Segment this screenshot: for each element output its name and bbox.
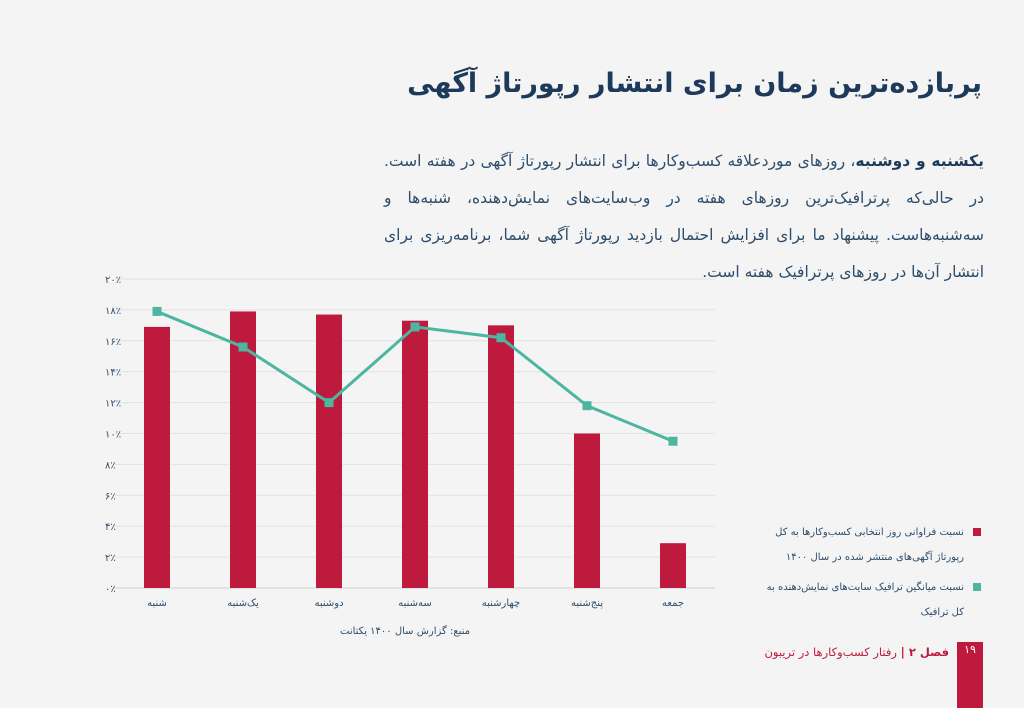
chapter-title: رفتار کسب‌وکارها در تریبون bbox=[764, 645, 901, 659]
x-tick-label: سه‌شنبه bbox=[398, 598, 432, 609]
y-tick-label: ۰٪ bbox=[105, 584, 116, 595]
line-marker bbox=[324, 398, 334, 408]
y-tick-label: ۱۲٪ bbox=[105, 399, 121, 410]
x-tick-label: یک‌شنبه bbox=[227, 598, 259, 609]
y-tick-label: ۱۴٪ bbox=[105, 368, 121, 379]
bar bbox=[660, 543, 686, 588]
legend-swatch-line bbox=[973, 583, 981, 591]
y-tick-label: ۸٪ bbox=[105, 460, 116, 471]
paragraph-text: ، روزهای موردعلاقه کسب‌وکارها برای انتشا… bbox=[384, 152, 984, 281]
legend-label-bars: نسبت فراوانی روز انتخابی کسب‌وکارها به ک… bbox=[775, 527, 964, 563]
legend-swatch-bars bbox=[973, 528, 981, 536]
footer-chapter: فصل ۲ | رفتار کسب‌وکارها در تریبون bbox=[764, 645, 949, 659]
y-tick-label: ۱۸٪ bbox=[105, 306, 121, 317]
y-tick-label: ۴٪ bbox=[105, 522, 116, 533]
x-tick-label: شنبه bbox=[147, 598, 167, 609]
line-marker bbox=[410, 322, 420, 332]
x-tick-label: پنج‌شنبه bbox=[571, 598, 603, 609]
paragraph-bold: یکشنبه و دوشنبه bbox=[855, 152, 984, 170]
x-tick-label: جمعه bbox=[662, 598, 684, 609]
line-marker bbox=[152, 306, 162, 316]
y-tick-label: ۱۰٪ bbox=[105, 430, 121, 441]
page-title: پربازده‌ترین زمان برای انتشار رپورتاژ آگ… bbox=[407, 68, 982, 99]
legend-label-line: نسبت میانگین ترافیک سایت‌های نمایش‌دهنده… bbox=[766, 582, 964, 618]
chapter-number: فصل ۲ | bbox=[900, 645, 949, 659]
line-marker bbox=[582, 401, 592, 411]
y-tick-label: ۲۰٪ bbox=[105, 275, 121, 286]
legend-item-line: نسبت میانگین ترافیک سایت‌های نمایش‌دهنده… bbox=[754, 575, 984, 625]
bar bbox=[144, 326, 170, 588]
x-tick-label: دوشنبه bbox=[314, 598, 343, 609]
bar bbox=[230, 311, 256, 588]
line-marker bbox=[238, 342, 248, 352]
chart-source: منبع: گزارش سال ۱۴۰۰ یکتانت bbox=[340, 626, 471, 637]
x-tick-label: چهارشنبه bbox=[482, 598, 520, 609]
y-tick-label: ۲٪ bbox=[105, 553, 116, 564]
intro-paragraph: یکشنبه و دوشنبه، روزهای موردعلاقه کسب‌وک… bbox=[384, 143, 984, 291]
bar bbox=[574, 433, 600, 588]
y-tick-label: ۶٪ bbox=[105, 491, 116, 502]
y-tick-label: ۱۶٪ bbox=[105, 337, 121, 348]
line-marker bbox=[496, 333, 506, 343]
footer-bar bbox=[957, 642, 983, 708]
bar bbox=[402, 320, 428, 588]
bar bbox=[488, 325, 514, 588]
legend-item-bars: نسبت فراوانی روز انتخابی کسب‌وکارها به ک… bbox=[754, 520, 984, 570]
page-number: ۱۹ bbox=[964, 643, 976, 656]
line-marker bbox=[668, 436, 678, 446]
chart-legend: نسبت فراوانی روز انتخابی کسب‌وکارها به ک… bbox=[754, 520, 984, 630]
bar bbox=[316, 314, 342, 588]
